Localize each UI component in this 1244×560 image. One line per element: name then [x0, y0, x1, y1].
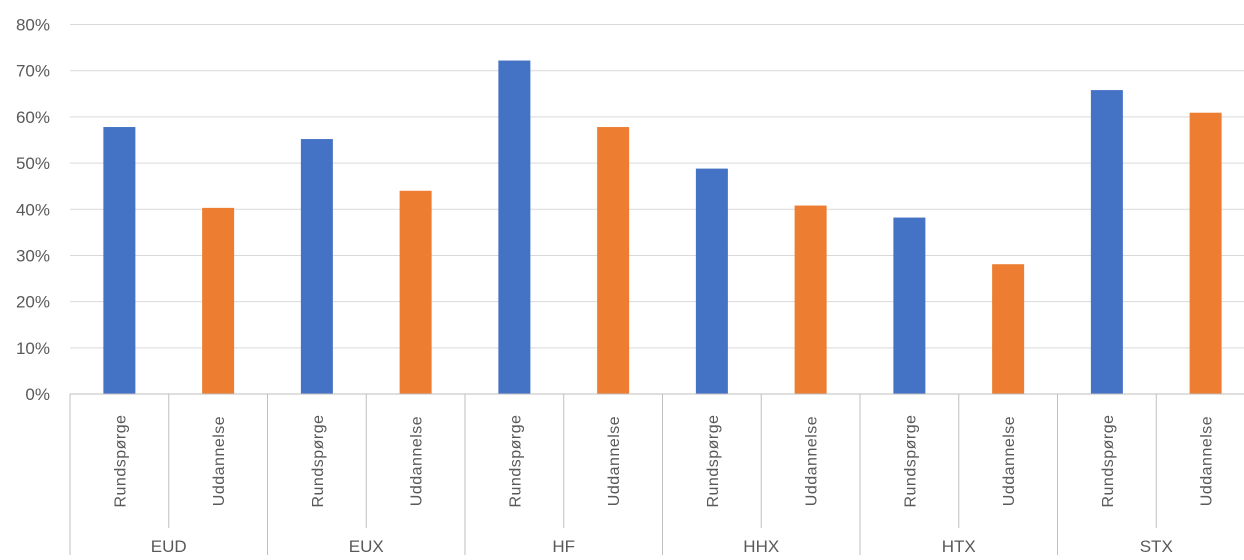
x-group-label: HTX	[942, 537, 976, 555]
y-axis-ticks: 0% 10% 20% 30% 40% 50% 60% 70% 80%	[16, 16, 50, 405]
bar-hhx-uddannelse	[794, 205, 827, 394]
x-group-label: HHX	[743, 537, 779, 555]
bar-hhx-rundspørge	[695, 168, 728, 394]
x-subcategory-label: Uddannelse	[804, 416, 821, 506]
x-subcategory-label: Uddannelse	[606, 416, 623, 506]
bar-htx-rundspørge	[893, 217, 926, 394]
x-subcategory-label: Rundspørge	[705, 414, 722, 507]
bar-hf-rundspørge	[498, 60, 531, 395]
x-subcategory-label: Uddannelse	[409, 416, 426, 506]
x-axis-labels: Rundspørge Uddannelse EUD Rundspørge Uddanne…	[112, 414, 1216, 556]
bars	[103, 60, 1222, 395]
y-tick-label: 0%	[25, 385, 50, 404]
x-subcategory-label: Rundspørge	[902, 414, 919, 507]
x-group-label: EUD	[151, 537, 187, 555]
bar-eud-rundspørge	[103, 127, 136, 394]
bar-htx-uddannelse	[992, 264, 1025, 394]
x-group-label: HF	[552, 537, 575, 555]
x-group-label: STX	[1140, 537, 1173, 555]
y-tick-label: 60%	[16, 108, 50, 127]
y-tick-label: 10%	[16, 339, 50, 358]
bar-stx-rundspørge	[1090, 90, 1123, 395]
x-subcategory-label: Rundspørge	[310, 414, 327, 507]
y-tick-label: 50%	[16, 154, 50, 173]
y-tick-label: 40%	[16, 200, 50, 219]
bar-hf-uddannelse	[597, 127, 630, 394]
bar-stx-uddannelse	[1189, 112, 1222, 394]
x-subcategory-label: Rundspørge	[507, 414, 524, 507]
x-axis	[69, 393, 1244, 555]
bar-eud-uddannelse	[202, 207, 235, 394]
y-tick-label: 30%	[16, 246, 50, 265]
y-tick-label: 80%	[16, 16, 50, 35]
x-group-label: EUX	[349, 537, 384, 555]
y-tick-label: 70%	[16, 62, 50, 81]
x-subcategory-label: Rundspørge	[112, 414, 129, 507]
bar-eux-rundspørge	[300, 139, 333, 394]
x-subcategory-label: Uddannelse	[1001, 416, 1018, 506]
x-subcategory-label: Uddannelse	[1199, 416, 1216, 506]
bar-eux-uddannelse	[399, 190, 432, 394]
x-subcategory-label: Rundspørge	[1100, 414, 1117, 507]
y-tick-label: 20%	[16, 293, 50, 312]
x-subcategory-label: Uddannelse	[211, 416, 228, 506]
gridlines	[70, 24, 1244, 349]
